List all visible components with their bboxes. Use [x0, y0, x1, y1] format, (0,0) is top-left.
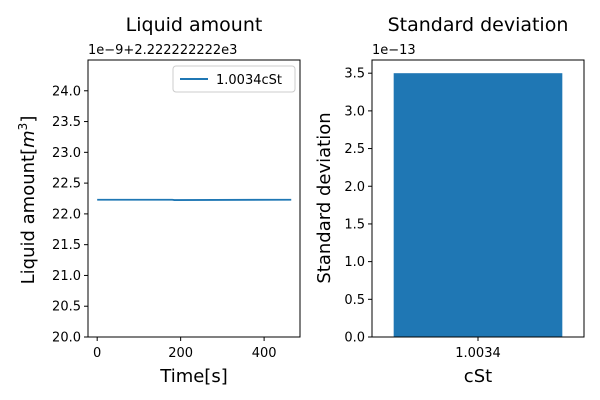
- liquid-amount-y-ticks: 20.0 20.5 21.0 21.5 22.0 22.5 23.0 23.5 24.0: [52, 84, 88, 346]
- liquid-amount-title: Liquid amount: [126, 14, 263, 36]
- y-tick-label: 23.0: [52, 146, 81, 161]
- y-tick-label: 21.5: [52, 238, 81, 253]
- liquid-amount-x-ticks: 0 200 400: [93, 337, 277, 361]
- x-tick-label: 200: [168, 346, 193, 361]
- y-tick-label: 21.0: [52, 269, 81, 284]
- y-tick-label: 0.5: [344, 293, 365, 308]
- standard-deviation-offset-label: 1e−13: [372, 43, 416, 58]
- y-tick-label: 24.0: [52, 84, 81, 99]
- liquid-amount-y-axis-label: Liquid amount[m3]: [16, 116, 39, 285]
- standard-deviation-y-ticks: 0.0 0.5 1.0 1.5 2.0 2.5 3.0 3.5: [344, 67, 372, 346]
- y-tick-label: 0.0: [344, 331, 365, 346]
- y-label-sup: 3: [16, 123, 30, 131]
- y-tick-label: 22.0: [52, 207, 81, 222]
- y-tick-label: 20.0: [52, 331, 81, 346]
- y-tick-label: 3.5: [344, 67, 365, 82]
- standard-deviation-plot: Standard deviation 1e−13 0.0 0.5 1.0 1.5 2.0…: [314, 14, 585, 387]
- x-tick-label: 1.0034: [455, 346, 501, 361]
- standard-deviation-x-ticks: 1.0034: [455, 337, 501, 361]
- y-tick-label: 1.5: [344, 217, 365, 232]
- y-label-close: ]: [18, 116, 39, 123]
- liquid-amount-axes-frame: [87, 59, 301, 338]
- y-tick-label: 22.5: [52, 177, 81, 192]
- x-tick-label: 0: [93, 346, 101, 361]
- y-tick-label: 1.0: [344, 255, 365, 270]
- legend-series-label: 1.0034cSt: [216, 73, 282, 88]
- liquid-amount-legend: 1.0034cSt: [172, 65, 296, 93]
- standard-deviation-y-axis-label: Standard deviation: [314, 112, 335, 283]
- y-label-main: Liquid amount[: [18, 148, 39, 285]
- y-tick-label: 23.5: [52, 115, 81, 130]
- standard-deviation-title: Standard deviation: [388, 14, 569, 36]
- standard-deviation-bars: [393, 73, 563, 337]
- x-tick-label: 400: [252, 346, 277, 361]
- bar: [393, 73, 563, 337]
- standard-deviation-axes-frame: [371, 59, 585, 338]
- legend-box: [172, 65, 296, 93]
- y-tick-label: 3.0: [344, 104, 365, 119]
- y-tick-label: 2.5: [344, 142, 365, 157]
- y-tick-label: 2.0: [344, 180, 365, 195]
- liquid-amount-offset-label: 1e−9+2.222222222e3: [88, 43, 237, 58]
- liquid-amount-x-axis-label: Time[s]: [159, 366, 227, 387]
- standard-deviation-x-axis-label: cSt: [464, 366, 492, 387]
- y-label-unit: m: [18, 130, 39, 148]
- y-tick-label: 20.5: [52, 300, 81, 315]
- liquid-amount-plot: Liquid amount 1e−9+2.222222222e3 20.020.…: [16, 14, 301, 387]
